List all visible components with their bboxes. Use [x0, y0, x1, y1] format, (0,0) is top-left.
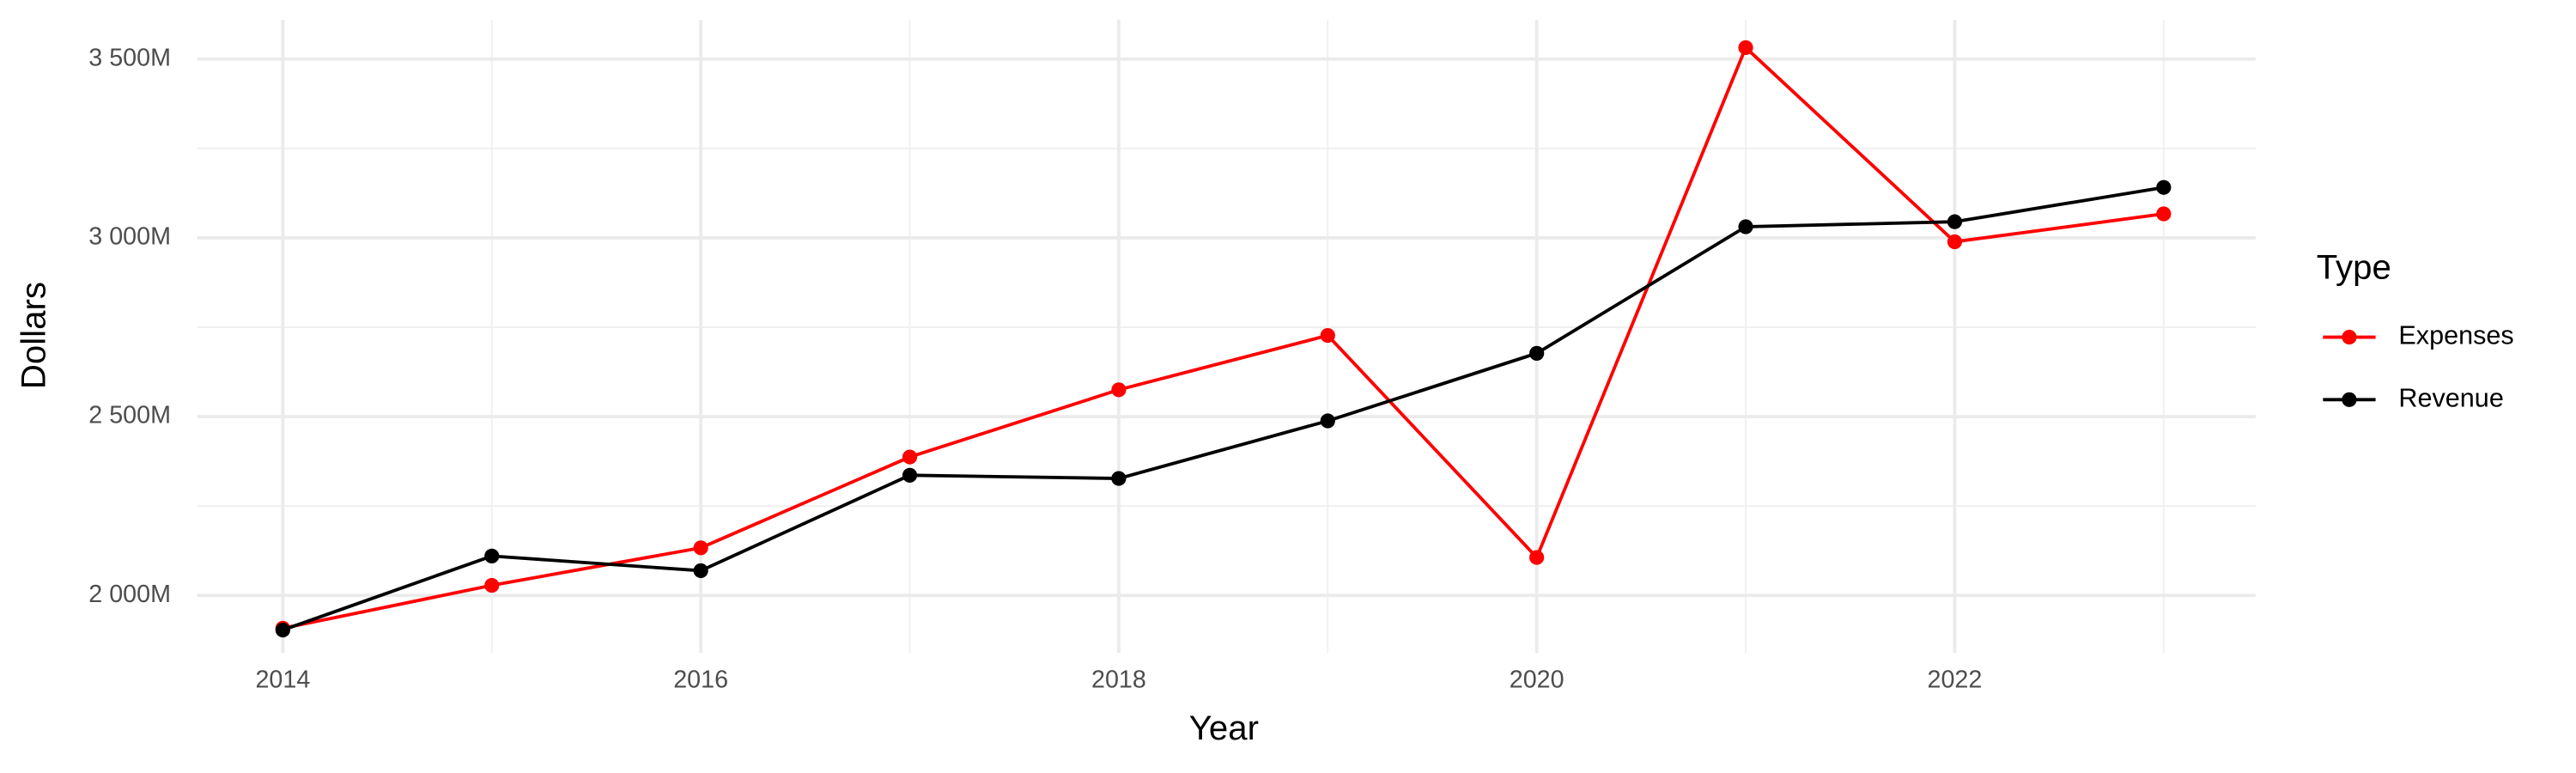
x-tick-label: 2014	[255, 666, 310, 693]
data-point	[902, 449, 918, 465]
series-line	[282, 45, 2165, 630]
data-point	[1320, 413, 1335, 429]
y-tick-label: 3 500M	[88, 44, 171, 71]
x-axis-label: Year	[1189, 709, 1259, 747]
data-point	[1947, 234, 1963, 250]
data-point	[484, 548, 500, 564]
x-tick-label: 2018	[1091, 666, 1146, 693]
legend-label: Revenue	[2398, 383, 2503, 412]
x-tick-label: 2016	[673, 666, 728, 693]
data-point	[1111, 471, 1127, 486]
data-point	[1529, 345, 1545, 361]
data-point	[2156, 180, 2172, 195]
data-point	[1111, 382, 1127, 398]
legend-point	[2342, 392, 2357, 407]
y-tick-label: 3 000M	[88, 222, 171, 250]
series-line	[282, 186, 2165, 632]
data-point	[902, 467, 918, 483]
x-tick-label: 2020	[1510, 666, 1564, 693]
data-point	[484, 577, 500, 593]
y-tick-label: 2 000M	[88, 581, 171, 608]
legend-label: Expenses	[2398, 321, 2513, 350]
data-point	[693, 540, 708, 556]
data-point	[1947, 214, 1963, 229]
y-tick-label: 2 500M	[88, 402, 171, 429]
data-point	[275, 622, 290, 638]
y-axis-label: Dollars	[15, 282, 53, 389]
data-point	[1529, 550, 1545, 565]
data-point	[2156, 206, 2172, 222]
x-tick-label: 2022	[1928, 666, 1983, 693]
data-point	[1320, 327, 1335, 344]
data-point	[1738, 40, 1753, 56]
data-point	[1738, 219, 1753, 234]
data-point	[693, 563, 708, 579]
legend-title: Type	[2317, 248, 2391, 287]
legend-point	[2342, 329, 2357, 345]
